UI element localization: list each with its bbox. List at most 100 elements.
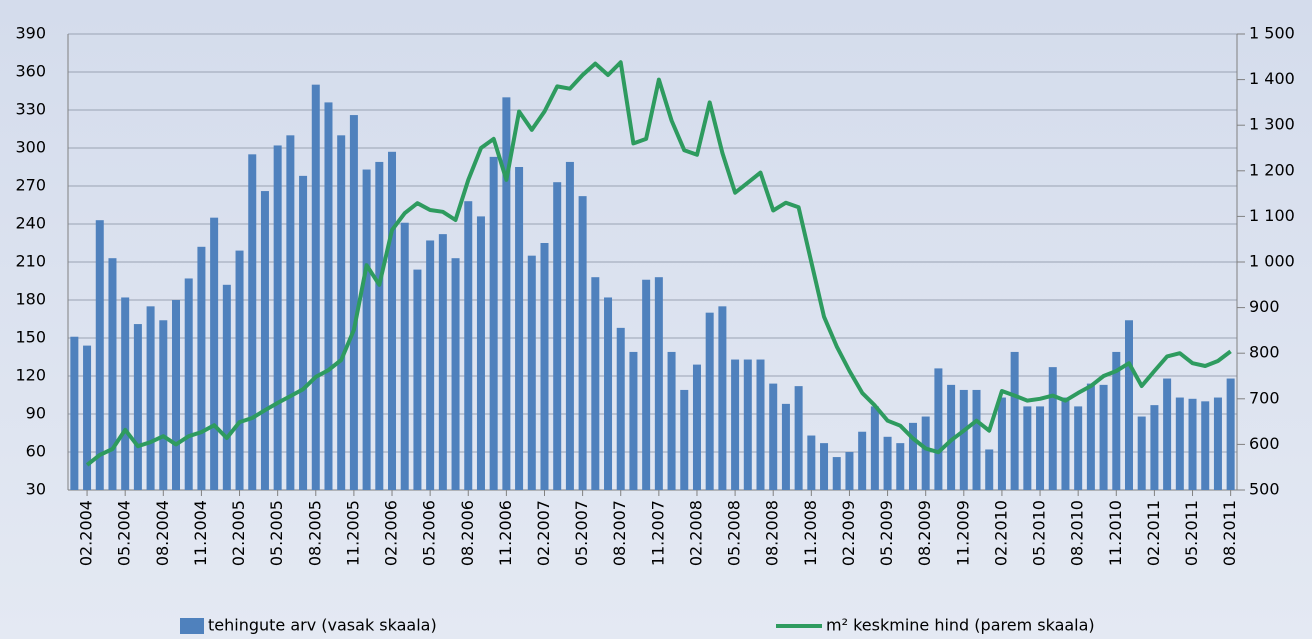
x-tick-label: 02.2006 <box>382 500 401 566</box>
x-tick-label: 05.2011 <box>1182 500 1201 566</box>
bar <box>921 416 930 490</box>
x-tick-label: 02.2010 <box>991 500 1010 566</box>
bar <box>997 397 1006 490</box>
bar <box>286 135 295 491</box>
bar <box>1023 406 1032 490</box>
bar <box>1112 351 1121 490</box>
bar <box>680 389 689 490</box>
bar <box>1010 351 1019 490</box>
bar <box>591 277 600 490</box>
y-tick-label: 150 <box>15 328 46 347</box>
y2-tick-label: 1 100 <box>1249 206 1295 225</box>
y2-tick-label: 1 300 <box>1249 115 1295 134</box>
bar <box>1150 405 1159 490</box>
bar <box>807 435 816 490</box>
y2-tick-label: 800 <box>1249 343 1280 362</box>
bar <box>83 345 92 490</box>
y-tick-label: 180 <box>15 290 46 309</box>
x-tick-label: 05.2008 <box>725 500 744 566</box>
bar <box>248 154 257 491</box>
y2-tick-label: 1 000 <box>1249 252 1295 271</box>
bar <box>197 246 206 490</box>
bar <box>540 243 549 490</box>
y2-tick-label: 1 200 <box>1249 160 1295 179</box>
bar <box>1074 406 1083 490</box>
bar <box>1188 398 1197 490</box>
y2-tick-label: 1 500 <box>1249 24 1295 43</box>
bar <box>400 222 409 490</box>
bar <box>362 169 371 491</box>
x-tick-label: 11.2004 <box>191 500 210 566</box>
bar <box>972 389 981 490</box>
bar <box>515 167 524 490</box>
bar <box>438 234 447 490</box>
x-tick-label: 08.2009 <box>915 500 934 566</box>
bar <box>642 279 651 490</box>
x-tick-label: 05.2010 <box>1030 500 1049 566</box>
y-tick-label: 300 <box>15 138 46 157</box>
bar <box>1048 367 1057 490</box>
x-tick-label: 11.2008 <box>801 500 820 566</box>
bar <box>235 250 244 490</box>
bar <box>870 406 879 490</box>
bar <box>832 457 841 490</box>
legend-label: tehingute arv (vasak skaala) <box>208 616 437 635</box>
x-tick-label: 02.2008 <box>686 500 705 566</box>
y2-tick-label: 1 400 <box>1249 69 1295 88</box>
bar <box>311 84 320 491</box>
bar <box>883 436 892 490</box>
bar <box>1099 384 1108 490</box>
x-tick-label: 02.2005 <box>229 500 248 566</box>
bar <box>133 324 142 490</box>
y-tick-label: 360 <box>15 62 46 81</box>
bar <box>692 364 701 490</box>
bar <box>451 258 460 490</box>
bar <box>1061 397 1070 490</box>
bar <box>95 220 104 490</box>
bar <box>908 422 917 490</box>
bar <box>731 359 740 490</box>
bar <box>629 351 638 490</box>
line <box>85 60 1232 467</box>
bar <box>1163 378 1172 490</box>
bar <box>413 269 422 490</box>
bar <box>146 306 155 490</box>
bar <box>578 196 587 490</box>
x-tick-label: 11.2010 <box>1106 500 1125 566</box>
bar <box>934 368 943 490</box>
bar <box>260 191 269 491</box>
bar <box>388 151 397 491</box>
bar <box>667 351 676 490</box>
bar <box>896 443 905 490</box>
bar <box>858 431 867 490</box>
y2-tick-label: 900 <box>1249 297 1280 316</box>
x-tick-label: 11.2007 <box>648 500 667 566</box>
x-tick-label: 08.2011 <box>1220 500 1239 566</box>
bar <box>794 386 803 490</box>
x-tick-label: 08.2010 <box>1068 500 1087 566</box>
bar <box>1213 397 1222 490</box>
bar <box>172 300 181 490</box>
bar <box>1201 401 1210 490</box>
x-tick-label: 11.2005 <box>343 500 362 566</box>
bar <box>299 175 308 490</box>
x-tick-label: 05.2004 <box>115 500 134 566</box>
y2-tick-label: 700 <box>1249 388 1280 407</box>
bar <box>718 306 727 490</box>
bar <box>756 359 765 490</box>
bar <box>222 284 231 490</box>
x-tick-label: 11.2006 <box>496 500 515 566</box>
bar <box>947 384 956 490</box>
bar <box>1036 406 1045 490</box>
bar <box>210 217 219 490</box>
bar <box>1124 320 1133 490</box>
bar <box>1226 378 1235 490</box>
x-tick-label: 08.2005 <box>305 500 324 566</box>
y-tick-label: 240 <box>15 214 46 233</box>
bar <box>527 255 536 490</box>
x-tick-label: 02.2009 <box>839 500 858 566</box>
bar <box>820 443 829 490</box>
y-tick-label: 270 <box>15 176 46 195</box>
bar <box>553 182 562 490</box>
